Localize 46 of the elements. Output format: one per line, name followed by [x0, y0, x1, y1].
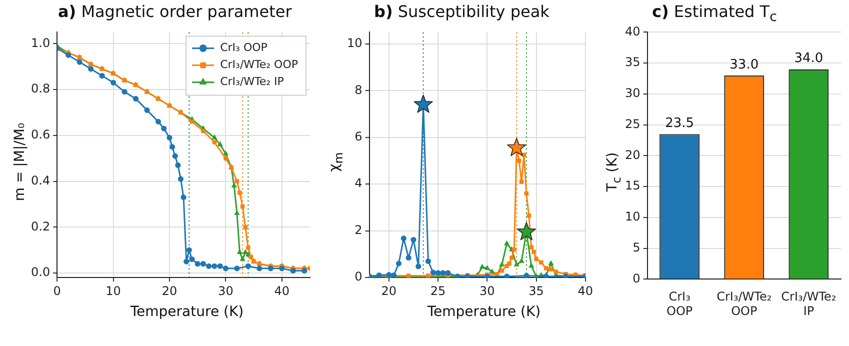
y-tick-label: 0.6 — [30, 128, 50, 142]
y-tick-label: 25 — [624, 116, 640, 131]
chart-title: a) Magnetic order parameter — [58, 2, 292, 21]
y-tick-label: 10 — [624, 210, 640, 224]
data-label: 23.5 — [665, 116, 694, 131]
data-label: 33.0 — [730, 57, 759, 72]
y-tick-label: 0 — [632, 271, 640, 286]
y-axis-title: m = |M|/M₀ — [12, 122, 28, 202]
x-tick-label: 35 — [528, 284, 544, 298]
x-tick-label: 25 — [430, 284, 446, 298]
y-tick-label: 0 — [354, 270, 362, 284]
y-tick-label: 40 — [624, 24, 640, 38]
y-tick-label: 10 — [346, 36, 362, 50]
y-tick-label: 6 — [354, 129, 362, 144]
x-axis-title: Temperature (K) — [130, 304, 244, 320]
y-tick-label: 35 — [624, 55, 640, 70]
y-tick-label: 4 — [354, 176, 362, 190]
y-tick-label: 20 — [624, 148, 640, 162]
x-tick-label: 0 — [53, 284, 61, 298]
x-tick-label: 20 — [162, 284, 178, 298]
y-tick-label: 5 — [632, 240, 640, 254]
x-tick-label: 40 — [274, 284, 290, 298]
x-tick-label: 30 — [480, 284, 495, 298]
legend-label: CrI₃/WTe₂ OOP — [220, 58, 298, 72]
x-tick-label: 10 — [106, 284, 121, 298]
y-tick-label: 0.4 — [30, 173, 50, 188]
chart-title: b) Susceptibility peak — [374, 2, 550, 21]
x-tick-label: CrI₃ OOP — [666, 290, 693, 318]
x-tick-label: CrI₃/WTe₂ OOP — [716, 290, 772, 318]
chart-title: c) Estimated T$_{c}$ — [652, 2, 777, 26]
y-tick-label: 0.8 — [30, 82, 50, 96]
x-tick-label: 20 — [381, 284, 397, 298]
data-label: 34.0 — [794, 51, 824, 66]
legend-label: CrI₃/WTe₂ IP — [220, 75, 284, 88]
x-tick-label: CrI₃/WTe₂ IP — [781, 290, 836, 318]
x-axis-title: Temperature (K) — [427, 304, 541, 320]
y-tick-label: 1.0 — [30, 36, 50, 50]
legend-label: CrI₃ OOP — [220, 41, 268, 54]
y-tick-label: 2 — [354, 222, 362, 237]
y-tick-label: 15 — [624, 178, 640, 193]
y-tick-label: 0.2 — [30, 219, 50, 234]
y-tick-label: 0.0 — [30, 265, 50, 280]
y-tick-label: 8 — [354, 82, 362, 97]
y-tick-label: 30 — [624, 86, 640, 100]
x-tick-label: 40 — [578, 284, 594, 298]
x-tick-label: 30 — [218, 284, 234, 298]
